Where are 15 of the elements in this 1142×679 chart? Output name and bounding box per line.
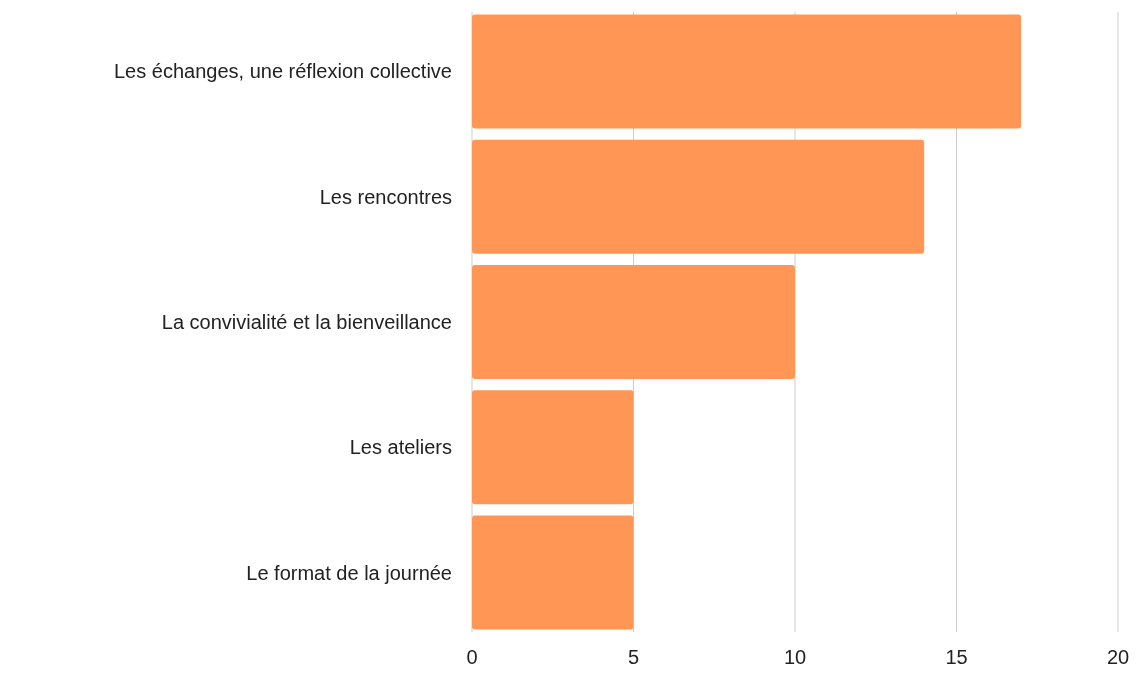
bar: [472, 515, 634, 630]
y-tick-label: Les rencontres: [319, 185, 452, 208]
bar: [472, 390, 634, 505]
y-tick-label: La convivialité et la bienveillance: [161, 311, 452, 333]
x-tick-label: 5: [627, 646, 640, 668]
x-tick-label: 0: [466, 646, 478, 668]
bar: [472, 265, 795, 379]
y-tick-label: Les échanges, une réflexion collective: [114, 60, 452, 83]
y-tick-label: Le format de la journée: [246, 561, 452, 584]
bar: [472, 139, 925, 254]
bar: [472, 14, 1022, 129]
x-tick-label: 10: [783, 646, 807, 668]
x-tick-label: 20: [1106, 646, 1130, 668]
y-tick-label: Les ateliers: [349, 436, 452, 459]
x-tick-label: 15: [945, 646, 968, 668]
